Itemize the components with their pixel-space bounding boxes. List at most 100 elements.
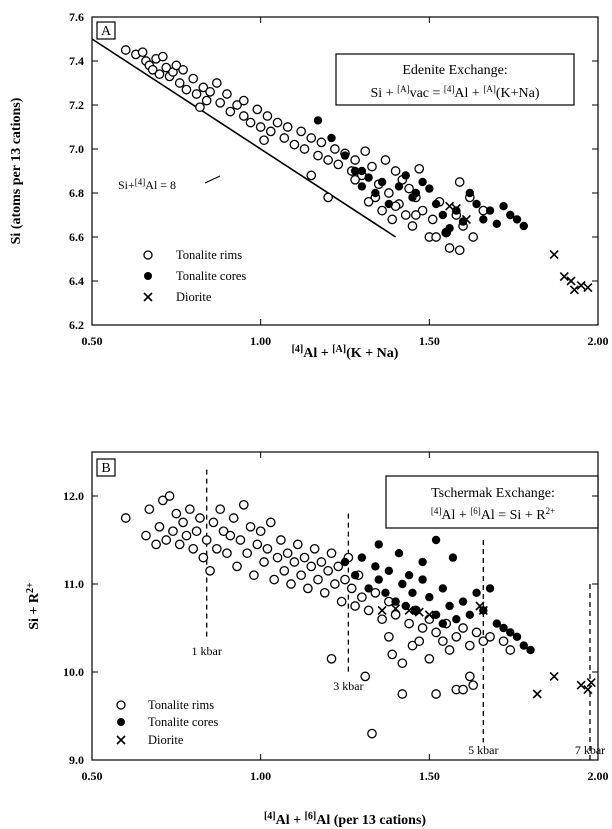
panel-b-rim-point [414, 636, 425, 647]
panel-b-rim-point [178, 517, 188, 528]
panel-a-rim-point [468, 232, 479, 242]
panel-a-ytick-label: 7.6 [69, 10, 84, 24]
panel-a-rim-point [330, 144, 340, 154]
legend-a-cores-marker [144, 272, 152, 280]
panel-b-core-point [418, 575, 427, 584]
panel-a-rim-point [323, 155, 333, 165]
panel-b-rim-point [417, 623, 428, 633]
panel-b-rim-point [232, 561, 242, 572]
panel-a-core-point [371, 188, 380, 198]
panel-b-rim-point [215, 504, 226, 515]
panel-b-core-point [357, 553, 367, 562]
panel-a-rim-point [384, 188, 394, 198]
panel-a-rim-point [431, 232, 441, 242]
panel-b-core-point [465, 610, 475, 619]
panel-a-label: A [101, 24, 112, 39]
panel-a-core-point [431, 199, 441, 209]
panel-a-rim-point [147, 64, 158, 75]
panel-b-ylabel: Si + R2+ [25, 582, 42, 630]
panel-a-core-point [411, 188, 421, 198]
panel-a-rim-point [178, 64, 188, 75]
panel-a-diorite-point [451, 203, 461, 213]
panel-b-rim-point [319, 587, 330, 598]
panel-b-rim-point [468, 680, 479, 691]
panel-a-rim-point [299, 144, 310, 154]
panel-b-core-point [408, 588, 417, 597]
panel-a-rim-point [427, 214, 438, 225]
panel-b-rim-point [144, 504, 155, 515]
panel-b-frame [91, 451, 599, 761]
panel-a-core-point [401, 171, 410, 180]
panel-a-xtick-label: 2.00 [588, 334, 609, 348]
panel-a-xtick-label: 0.50 [82, 334, 103, 348]
panel-b-rim-point [357, 592, 367, 603]
panel-a-rim-point [215, 97, 226, 108]
panel-a-rim-point [245, 117, 256, 128]
panel-b-diorite-point [404, 605, 414, 615]
panel-a-core-point [519, 221, 528, 231]
panel-a-rim-point [454, 177, 465, 187]
si-al-8-line [91, 38, 397, 238]
panel-b-core-point [431, 535, 441, 545]
panel-b-rim-point [299, 552, 310, 563]
panel-b-rim-point [259, 557, 269, 567]
panel-b-rim-point [238, 499, 249, 510]
panel-b-diorite-point [549, 671, 559, 681]
panel-b-rim-point [279, 565, 290, 576]
panel-b-rim-point [195, 513, 205, 523]
panel-b-rim-point [360, 671, 371, 682]
panel-a-line-label-leader [204, 175, 221, 184]
panel-b-rim-point [326, 653, 337, 664]
legend-a-diorite-marker [143, 292, 153, 302]
panel-a-core-point [479, 215, 488, 224]
panel-a-rim-point [333, 159, 344, 170]
panel-b-rim-point [205, 565, 215, 576]
panel-b-core-point [472, 588, 481, 597]
panel-b-rim-point [333, 561, 344, 572]
panel-b-rim-point [286, 579, 296, 589]
panel-a-core-point [442, 228, 451, 237]
panel-b-rim-point [306, 561, 317, 572]
panel-a-core-point [506, 210, 515, 220]
panel-a-rim-point [174, 78, 185, 88]
panel-b-rim-point [471, 627, 482, 638]
panel-b-rim-point [282, 548, 293, 559]
panel-a-ytick-label: 6.2 [69, 318, 84, 332]
panel-b-box-equation: [4]Al + [6]Al = Si + R2+ [431, 506, 555, 523]
pressure-isobar-label: 7 kbar [575, 743, 605, 757]
panel-a-rim-point [414, 163, 425, 174]
panel-b-core-point [391, 597, 400, 606]
panel-b-core-point [381, 588, 390, 597]
panel-a-core-point [377, 177, 387, 187]
panel-b-rim-point [367, 728, 377, 739]
panel-a-core-point [485, 206, 495, 215]
panel-a-rim-point [265, 126, 276, 137]
panel-a-rim-point [201, 95, 212, 106]
legend-a-rims-label: Tonalite rims [176, 248, 242, 262]
pressure-isobar-label: 5 kbar [468, 743, 498, 757]
panel-b-chart: B Tschermak Exchange: [4]Al + [6]Al = Si… [25, 451, 609, 828]
panel-a-rim-point [289, 139, 300, 150]
panel-a-line-label: Si+[4]Al = 8 [118, 177, 176, 192]
panel-b-core-point [398, 579, 407, 589]
panel-b-core-point [418, 557, 427, 567]
panel-a-chart: A Edenite Exchange: Si + [A]vac = [4]Al … [9, 10, 609, 361]
panel-a-rim-point [360, 146, 371, 157]
panel-b-core-point [371, 562, 380, 571]
panel-b-rim-point [404, 618, 414, 629]
panel-b-rim-point [326, 548, 337, 559]
panel-a-rim-point [282, 122, 293, 132]
panel-a-diorite-point [569, 285, 579, 295]
panel-b-rim-point [478, 636, 489, 647]
panel-b-rim-point [464, 640, 475, 651]
panel-b-core-point [485, 584, 495, 593]
panel-a-rim-point [390, 166, 401, 176]
panel-b-core-point [374, 540, 383, 549]
panel-b-rim-point [292, 539, 303, 550]
panel-a-core-point [418, 177, 427, 187]
panel-b-rim-point [120, 513, 131, 523]
panel-a-rim-point [238, 95, 249, 106]
panel-b-diorite-point [424, 610, 434, 620]
panel-b-rim-point [313, 574, 323, 585]
panel-a-core-point [350, 166, 360, 176]
